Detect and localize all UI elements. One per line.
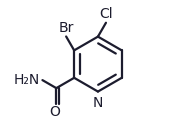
Text: Br: Br: [58, 21, 74, 35]
Text: H₂N: H₂N: [14, 73, 40, 87]
Text: O: O: [50, 105, 61, 119]
Text: Cl: Cl: [99, 7, 113, 21]
Text: N: N: [93, 96, 103, 110]
